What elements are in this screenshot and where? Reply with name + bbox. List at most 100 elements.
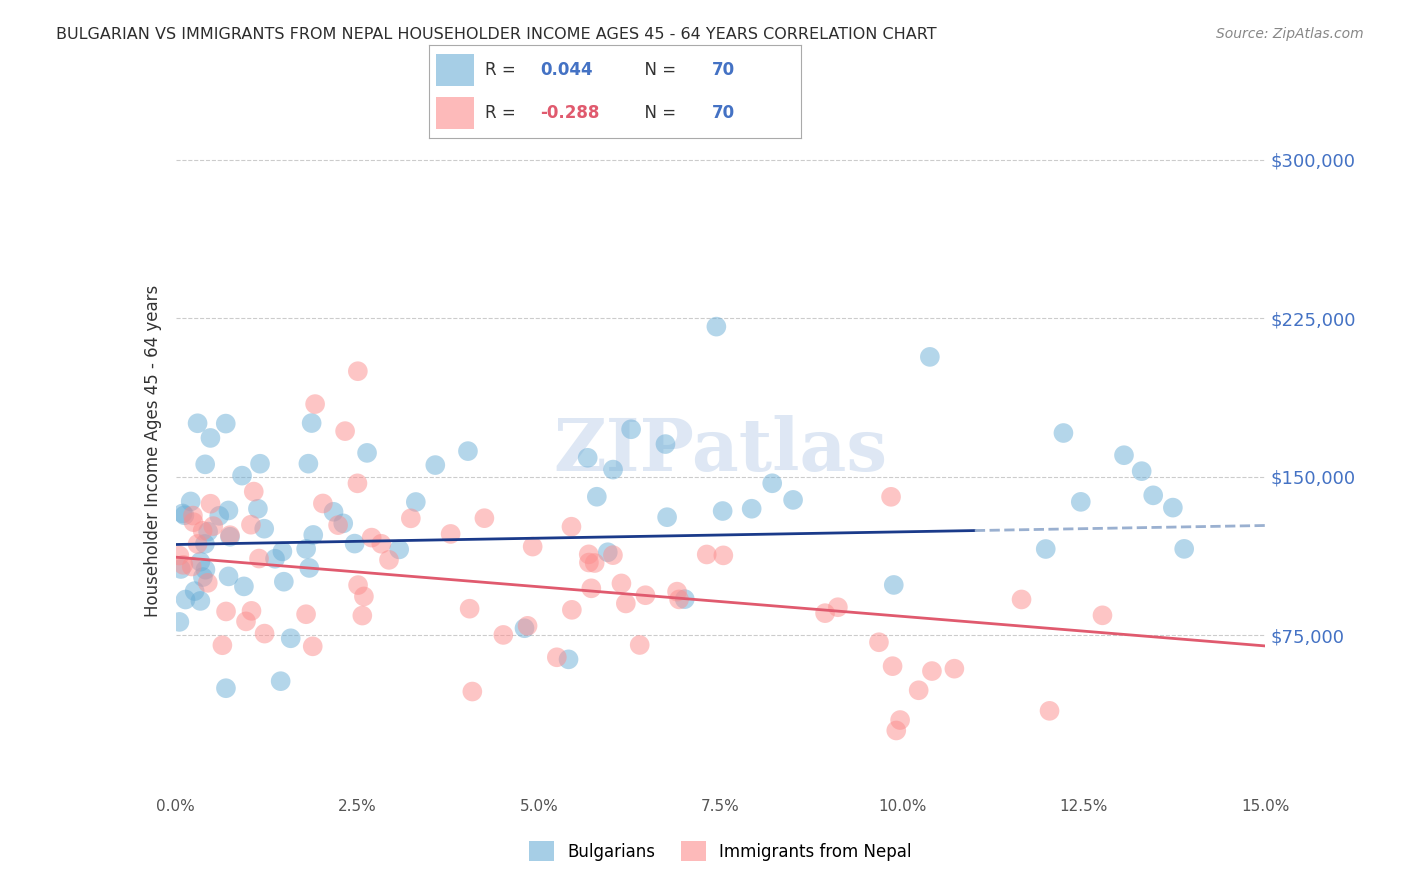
- Text: BULGARIAN VS IMMIGRANTS FROM NEPAL HOUSEHOLDER INCOME AGES 45 - 64 YEARS CORRELA: BULGARIAN VS IMMIGRANTS FROM NEPAL HOUSE…: [56, 27, 936, 42]
- Point: [218, 569, 240, 583]
- Point: [578, 556, 600, 570]
- Point: [711, 549, 734, 563]
- Point: [302, 528, 325, 542]
- Point: [668, 592, 690, 607]
- Point: [264, 551, 287, 566]
- Point: [634, 588, 657, 602]
- Point: [546, 650, 568, 665]
- Point: [654, 437, 676, 451]
- Point: [440, 527, 463, 541]
- Point: [516, 619, 538, 633]
- Point: [492, 628, 515, 642]
- Point: [202, 519, 225, 533]
- Point: [191, 524, 214, 538]
- Point: [194, 458, 217, 472]
- Point: [1052, 425, 1074, 440]
- Point: [388, 542, 411, 557]
- Point: [405, 495, 427, 509]
- Point: [183, 584, 205, 599]
- Point: [194, 537, 217, 551]
- Point: [253, 522, 276, 536]
- Point: [356, 446, 378, 460]
- Point: [215, 681, 238, 696]
- Text: -0.288: -0.288: [540, 104, 600, 122]
- Point: [425, 458, 447, 472]
- Point: [880, 490, 903, 504]
- Point: [1130, 464, 1153, 478]
- Point: [301, 416, 323, 430]
- Point: [295, 541, 318, 556]
- Point: [706, 319, 728, 334]
- Point: [239, 517, 262, 532]
- Point: [1070, 495, 1092, 509]
- Point: [1091, 608, 1114, 623]
- Point: [457, 444, 479, 458]
- Text: N =: N =: [634, 104, 681, 122]
- Point: [522, 540, 544, 554]
- Point: [169, 549, 191, 563]
- Point: [215, 417, 238, 431]
- Point: [280, 632, 302, 646]
- Point: [918, 350, 941, 364]
- Point: [219, 530, 242, 544]
- Point: [907, 683, 929, 698]
- Point: [247, 551, 270, 566]
- Point: [298, 561, 321, 575]
- Point: [827, 600, 849, 615]
- Point: [190, 594, 212, 608]
- Point: [297, 457, 319, 471]
- Point: [585, 490, 607, 504]
- Point: [711, 504, 734, 518]
- Point: [360, 531, 382, 545]
- Point: [242, 484, 264, 499]
- Point: [1011, 592, 1033, 607]
- Point: [271, 544, 294, 558]
- Point: [560, 519, 582, 533]
- Text: N =: N =: [634, 61, 681, 78]
- Point: [1112, 448, 1135, 462]
- Text: R =: R =: [485, 104, 520, 122]
- Point: [610, 576, 633, 591]
- Point: [232, 579, 254, 593]
- Point: [246, 501, 269, 516]
- Point: [921, 664, 943, 678]
- Point: [197, 575, 219, 590]
- Text: ZIPatlas: ZIPatlas: [554, 415, 887, 486]
- Point: [273, 574, 295, 589]
- Legend: Bulgarians, Immigrants from Nepal: Bulgarians, Immigrants from Nepal: [523, 834, 918, 868]
- Point: [461, 684, 484, 698]
- Point: [332, 516, 354, 531]
- Point: [741, 501, 763, 516]
- Point: [194, 563, 217, 577]
- Point: [183, 515, 205, 529]
- Point: [235, 615, 257, 629]
- Point: [814, 606, 837, 620]
- Point: [326, 518, 349, 533]
- Point: [295, 607, 318, 622]
- Point: [200, 497, 222, 511]
- Point: [882, 659, 904, 673]
- Point: [169, 615, 191, 629]
- Point: [346, 476, 368, 491]
- Point: [240, 604, 263, 618]
- Point: [943, 662, 966, 676]
- Point: [378, 553, 401, 567]
- Point: [322, 505, 344, 519]
- Point: [219, 528, 242, 542]
- Point: [458, 601, 481, 615]
- Point: [249, 457, 271, 471]
- Point: [253, 626, 276, 640]
- Point: [301, 640, 323, 654]
- Point: [884, 723, 907, 738]
- Point: [172, 558, 194, 572]
- FancyBboxPatch shape: [436, 54, 474, 86]
- Point: [1035, 541, 1057, 556]
- Point: [673, 592, 696, 607]
- Point: [602, 548, 624, 562]
- Point: [561, 603, 583, 617]
- Point: [1161, 500, 1184, 515]
- Point: [312, 496, 335, 510]
- Point: [211, 638, 233, 652]
- Point: [883, 578, 905, 592]
- Point: [620, 422, 643, 436]
